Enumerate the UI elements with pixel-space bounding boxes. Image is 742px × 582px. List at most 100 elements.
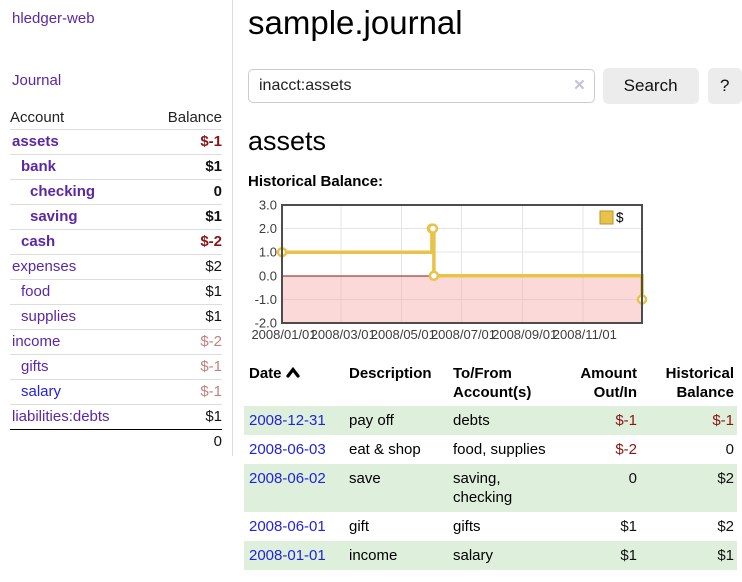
- page-title: sample.journal: [248, 4, 463, 41]
- account-balance: $-2: [147, 229, 222, 255]
- account-link[interactable]: food: [21, 283, 51, 300]
- transaction-date-link[interactable]: 2008-01-01: [249, 546, 326, 564]
- account-link[interactable]: cash: [21, 233, 56, 250]
- accounts-total-value: 0: [147, 429, 222, 454]
- svg-text:1.0: 1.0: [259, 244, 277, 259]
- account-balance: $-1: [147, 354, 222, 380]
- transaction-row: 2008-06-03 eat & shop food, supplies $-2…: [244, 435, 737, 464]
- account-balance: $1: [147, 404, 222, 430]
- help-button[interactable]: ?: [707, 68, 742, 105]
- account-balance: $-2: [147, 329, 222, 355]
- transaction-date-link[interactable]: 2008-06-03: [249, 440, 326, 458]
- transaction-row: 2008-06-02 save saving, checking 0 $2: [244, 463, 737, 512]
- account-row: checking 0: [10, 179, 222, 205]
- search-button[interactable]: Search: [602, 68, 699, 105]
- historical-balance-chart[interactable]: $3.0 2.0 1.0 0.0 -1.0 -2.0 2008/01/01 2008/03/0…: [248, 197, 718, 350]
- account-row: supplies $1: [10, 304, 222, 330]
- account-link[interactable]: income: [12, 333, 61, 350]
- svg-text:-2.0: -2.0: [255, 315, 277, 330]
- account-row: saving $1: [10, 204, 222, 230]
- transaction-accounts: salary: [453, 546, 494, 564]
- svg-text:2008/09/01: 2008/09/01: [492, 327, 557, 342]
- clear-icon[interactable]: ✕: [573, 77, 586, 95]
- account-link[interactable]: supplies: [21, 308, 77, 325]
- svg-text:2008/05/01: 2008/05/01: [371, 327, 436, 342]
- account-link[interactable]: gifts: [21, 358, 49, 375]
- account-row: salary $-1: [10, 379, 222, 405]
- svg-text:-1.0: -1.0: [255, 292, 277, 307]
- account-row: food $1: [10, 279, 222, 305]
- register-header-amount: Amount Out/In: [580, 364, 637, 401]
- accounts-header-balance: Balance: [167, 109, 222, 126]
- accounts-header-account: Account: [10, 109, 65, 126]
- transaction-balance: $2: [717, 469, 734, 487]
- account-link[interactable]: saving: [30, 208, 78, 225]
- transaction-accounts: debts: [453, 411, 490, 429]
- register-table: Date Description To/From Account(s) Amou…: [244, 362, 737, 570]
- search-form: ✕ Search ?: [248, 68, 742, 105]
- register-header-description: Description: [349, 364, 432, 382]
- account-balance: $2: [147, 254, 222, 280]
- account-link[interactable]: salary: [21, 383, 62, 400]
- transaction-description: gift: [349, 517, 370, 535]
- account-heading: assets: [248, 126, 327, 157]
- account-link[interactable]: expenses: [12, 258, 77, 275]
- transaction-date-link[interactable]: 2008-06-02: [249, 469, 326, 487]
- account-balance: $1: [147, 304, 222, 330]
- register-header-balance: Historical Balance: [665, 364, 734, 401]
- account-link[interactable]: checking: [30, 183, 96, 200]
- main-content: sample.journal ✕ Search ? assets Histori…: [244, 0, 742, 570]
- svg-text:2008/07/01: 2008/07/01: [431, 327, 496, 342]
- account-row: bank $1: [10, 154, 222, 180]
- svg-text:$: $: [616, 210, 624, 225]
- register-header-accounts: To/From Account(s): [453, 364, 532, 401]
- account-balance: $-1: [147, 129, 222, 155]
- transaction-balance: $-1: [712, 411, 734, 429]
- transaction-row: 2008-01-01 income salary $1 $1: [244, 540, 737, 570]
- account-row: cash $-2: [10, 229, 222, 255]
- account-balance: 0: [147, 179, 222, 205]
- account-row: gifts $-1: [10, 354, 222, 380]
- account-link[interactable]: assets: [12, 133, 59, 150]
- account-balance: $1: [147, 279, 222, 305]
- account-balance: $-1: [147, 379, 222, 405]
- chevron-up-icon: [285, 366, 300, 378]
- transaction-row: 2008-12-31 pay off debts $-1 $-1: [244, 405, 737, 435]
- transaction-description: pay off: [349, 411, 394, 429]
- transaction-balance: 0: [725, 440, 734, 458]
- transaction-date-link[interactable]: 2008-12-31: [249, 411, 326, 429]
- transaction-amount: $-2: [615, 440, 637, 458]
- search-input[interactable]: [248, 69, 595, 104]
- transaction-amount: $1: [620, 546, 637, 564]
- svg-text:3.0: 3.0: [259, 198, 277, 213]
- transaction-accounts: food, supplies: [453, 440, 546, 458]
- transaction-date-link[interactable]: 2008-06-01: [249, 517, 326, 535]
- nav-journal-link[interactable]: Journal: [12, 72, 62, 89]
- register-header-row: Date Description To/From Account(s) Amou…: [244, 362, 737, 406]
- svg-text:2.0: 2.0: [259, 221, 277, 236]
- transaction-accounts: saving, checking: [453, 469, 513, 506]
- account-balance: $1: [147, 154, 222, 180]
- transaction-accounts: gifts: [453, 517, 481, 535]
- accounts-total-row: 0: [10, 429, 222, 454]
- transaction-description: save: [349, 469, 381, 487]
- svg-text:0.0: 0.0: [259, 268, 277, 283]
- svg-text:2008/11/01: 2008/11/01: [553, 327, 617, 342]
- transaction-amount: $-1: [615, 411, 637, 429]
- account-row: expenses $2: [10, 254, 222, 280]
- transaction-balance: $2: [717, 517, 734, 535]
- accounts-balance-table: Account Balance assets $-1 bank $1 check…: [10, 106, 222, 454]
- transaction-amount: $1: [620, 517, 637, 535]
- transaction-balance: $1: [717, 546, 734, 564]
- transaction-description: eat & shop: [349, 440, 421, 458]
- account-row: assets $-1: [10, 129, 222, 155]
- account-row: income $-2: [10, 329, 222, 355]
- sidebar: hledger-web Journal Account Balance asse…: [0, 0, 233, 456]
- account-link[interactable]: liabilities:debts: [12, 408, 110, 425]
- register-header-date[interactable]: Date: [244, 362, 344, 406]
- app-title-link[interactable]: hledger-web: [12, 10, 95, 27]
- account-row: liabilities:debts $1: [10, 404, 222, 430]
- account-link[interactable]: bank: [21, 158, 57, 175]
- account-balance: $1: [147, 204, 222, 230]
- svg-text:2008/03/01: 2008/03/01: [311, 327, 376, 342]
